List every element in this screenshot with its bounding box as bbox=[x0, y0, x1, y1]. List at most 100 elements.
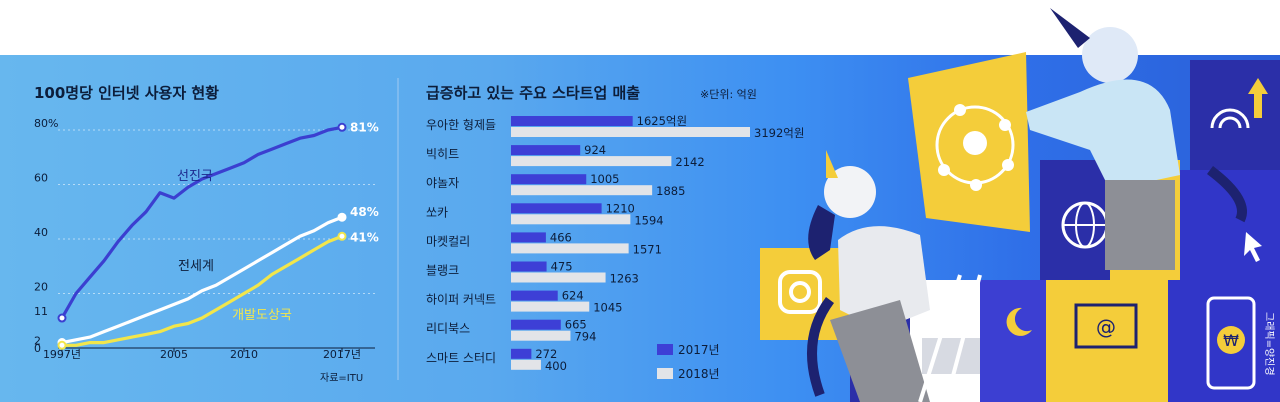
bar-2017 bbox=[511, 290, 558, 301]
bar-value-label-2018: 3192억원 bbox=[754, 126, 804, 140]
email-tile bbox=[1046, 280, 1168, 402]
right-chart-unit: ※단위: 억원 bbox=[700, 88, 757, 101]
legend-swatch bbox=[657, 344, 673, 355]
x-tick-label: 1997년 bbox=[43, 348, 81, 361]
bar-2017 bbox=[511, 232, 546, 243]
category-label: 리디북스 bbox=[426, 322, 470, 336]
bar-value-label-2017: 272 bbox=[535, 347, 557, 361]
bar-2017 bbox=[511, 116, 633, 126]
bar-2017 bbox=[511, 174, 587, 185]
left-chart-title: 100명당 인터넷 사용자 현황 bbox=[34, 84, 219, 102]
bar-value-label-2018: 1263 bbox=[610, 272, 639, 286]
cursor-icon bbox=[1244, 232, 1262, 262]
y-tick-label: 20 bbox=[34, 281, 48, 294]
unicorn-body-left bbox=[838, 226, 930, 330]
bar-value-label-2018: 794 bbox=[574, 330, 596, 344]
bar-value-label-2018: 2142 bbox=[675, 155, 704, 169]
wifi-icon bbox=[1210, 108, 1250, 129]
series-end-label: 81% bbox=[350, 120, 379, 134]
bar-2018 bbox=[511, 127, 750, 137]
right-chart-title: 급증하고 있는 주요 스타트업 매출 bbox=[426, 84, 640, 102]
bar-value-label-2017: 624 bbox=[562, 289, 584, 303]
series-name-label: 선진국 bbox=[177, 169, 213, 184]
series-end-marker bbox=[57, 340, 67, 350]
at-icon: @ bbox=[1096, 315, 1116, 339]
arrow-up-icon bbox=[1248, 78, 1268, 118]
bar-2018 bbox=[511, 243, 629, 254]
y-tick-label: 11 bbox=[34, 305, 48, 318]
line-chart-series bbox=[57, 122, 347, 350]
y-tick-label: 80% bbox=[34, 117, 58, 130]
bar-value-label-2018: 1594 bbox=[634, 213, 663, 227]
x-tick-label: 2017년 bbox=[323, 348, 361, 361]
bar-2018 bbox=[511, 272, 606, 283]
illustration-credit: 그래픽=양진경 bbox=[1263, 312, 1276, 376]
y-tick-label: 2 bbox=[34, 335, 41, 348]
legend-label: 2017년 bbox=[678, 343, 720, 357]
category-label: 하이퍼 커넥트 bbox=[426, 293, 496, 307]
unicorn-head-left bbox=[824, 166, 876, 218]
bar-2018 bbox=[511, 214, 631, 225]
series-end-label: 41% bbox=[350, 230, 379, 244]
bar-2017 bbox=[511, 348, 532, 359]
bar-value-label-2018: 1885 bbox=[656, 184, 685, 198]
camera-icon bbox=[778, 270, 822, 314]
series-end-label: 48% bbox=[350, 205, 379, 219]
series-line bbox=[61, 215, 343, 345]
category-label: 블랭크 bbox=[426, 264, 459, 278]
bar-2018 bbox=[511, 330, 571, 341]
bar-2017 bbox=[511, 203, 602, 214]
bar-2017 bbox=[511, 319, 561, 330]
y-tick-label: 40 bbox=[34, 226, 48, 239]
series-name-label: 개발도상국 bbox=[232, 308, 292, 323]
bar-value-label-2017: 466 bbox=[550, 230, 572, 244]
ladder bbox=[918, 274, 962, 402]
bar-value-label-2017: 1005 bbox=[590, 172, 619, 186]
bar-2018 bbox=[511, 185, 653, 196]
y-tick-label: 0 bbox=[34, 342, 41, 355]
legend-swatch bbox=[657, 368, 673, 379]
bar-chart-legend: 2017년 2018년 bbox=[657, 343, 720, 381]
x-tick-label: 2010 bbox=[230, 348, 258, 361]
unicorn-head-right bbox=[1082, 27, 1138, 83]
y-tick-label: 60 bbox=[34, 172, 48, 185]
series-line bbox=[62, 234, 343, 347]
series-end-marker bbox=[337, 122, 347, 132]
bar-2018 bbox=[511, 156, 672, 167]
category-label: 스마트 스터디 bbox=[426, 351, 496, 365]
bar-value-label-2017: 475 bbox=[551, 260, 573, 274]
bar-2018 bbox=[511, 359, 541, 370]
category-label: 쏘카 bbox=[426, 205, 448, 219]
bar-2017 bbox=[511, 261, 547, 272]
legend-label: 2018년 bbox=[678, 367, 720, 381]
series-end-marker bbox=[337, 212, 347, 222]
unicorn-body-right bbox=[1026, 79, 1180, 190]
series-end-marker bbox=[337, 231, 347, 241]
x-tick-label: 2005 bbox=[160, 348, 188, 361]
category-label: 마켓컬리 bbox=[426, 234, 470, 248]
startup-illustration: @ ₩ bbox=[760, 8, 1280, 402]
bar-2017 bbox=[511, 145, 581, 156]
bar-value-label-2017: 924 bbox=[584, 143, 606, 157]
won-coin-icon bbox=[1217, 326, 1245, 354]
bar-value-label-2017: 1625억원 bbox=[637, 114, 687, 128]
series-line bbox=[60, 125, 343, 319]
category-label: 우아한 형제들 bbox=[426, 118, 496, 132]
series-end-marker bbox=[57, 313, 67, 323]
bar-2018 bbox=[511, 301, 590, 312]
category-label: 야놀자 bbox=[426, 176, 459, 190]
line-chart-y-ticks: 80% 60 40 20 11 20 bbox=[34, 117, 58, 355]
svg-text:₩: ₩ bbox=[1223, 331, 1239, 350]
bar-value-label-2018: 1045 bbox=[593, 301, 622, 315]
line-chart-grid bbox=[58, 129, 375, 349]
bar-value-label-2017: 1210 bbox=[606, 201, 635, 215]
source-note: 자료=ITU bbox=[320, 372, 363, 384]
bar-value-label-2018: 1571 bbox=[633, 242, 662, 256]
category-label: 빅히트 bbox=[426, 147, 459, 161]
bar-value-label-2018: 400 bbox=[545, 359, 567, 373]
